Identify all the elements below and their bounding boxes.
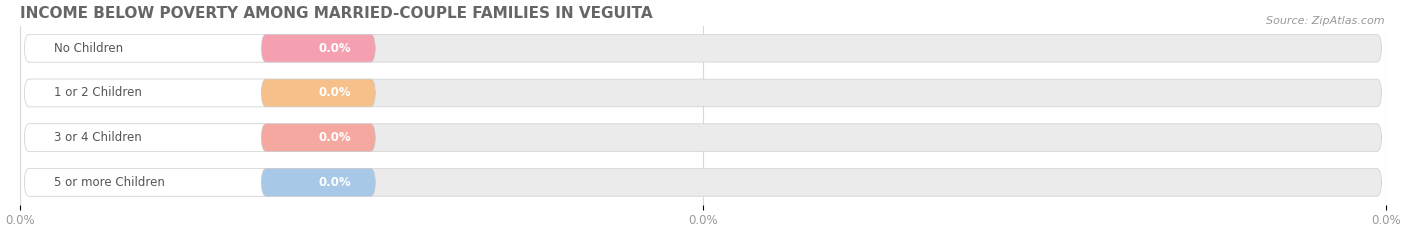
FancyBboxPatch shape xyxy=(24,79,1382,107)
Text: No Children: No Children xyxy=(55,42,124,55)
FancyBboxPatch shape xyxy=(262,34,375,62)
FancyBboxPatch shape xyxy=(262,168,375,196)
FancyBboxPatch shape xyxy=(262,124,375,151)
Text: 0.0%: 0.0% xyxy=(318,42,350,55)
FancyBboxPatch shape xyxy=(24,124,270,151)
Text: 0.0%: 0.0% xyxy=(318,131,350,144)
Text: INCOME BELOW POVERTY AMONG MARRIED-COUPLE FAMILIES IN VEGUITA: INCOME BELOW POVERTY AMONG MARRIED-COUPL… xyxy=(20,6,652,21)
Text: 3 or 4 Children: 3 or 4 Children xyxy=(55,131,142,144)
FancyBboxPatch shape xyxy=(24,34,270,62)
FancyBboxPatch shape xyxy=(24,79,270,107)
FancyBboxPatch shape xyxy=(24,124,1382,151)
Text: Source: ZipAtlas.com: Source: ZipAtlas.com xyxy=(1267,16,1385,26)
FancyBboxPatch shape xyxy=(24,168,270,196)
Text: 0.0%: 0.0% xyxy=(318,86,350,99)
Text: 0.0%: 0.0% xyxy=(318,176,350,189)
FancyBboxPatch shape xyxy=(24,168,1382,196)
FancyBboxPatch shape xyxy=(24,34,1382,62)
Text: 1 or 2 Children: 1 or 2 Children xyxy=(55,86,142,99)
Text: 5 or more Children: 5 or more Children xyxy=(55,176,166,189)
FancyBboxPatch shape xyxy=(262,79,375,107)
